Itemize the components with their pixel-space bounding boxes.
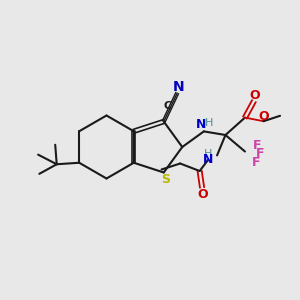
Text: S: S: [161, 172, 170, 186]
Text: F: F: [256, 147, 265, 161]
Text: N: N: [196, 118, 207, 131]
Text: F: F: [252, 155, 261, 169]
Text: N: N: [173, 80, 184, 94]
Text: N: N: [203, 153, 213, 167]
Text: F: F: [253, 139, 262, 152]
Text: O: O: [197, 188, 208, 201]
Text: C: C: [164, 101, 172, 111]
Text: H: H: [205, 118, 213, 128]
Text: H: H: [204, 149, 212, 159]
Text: O: O: [249, 89, 260, 102]
Text: O: O: [259, 110, 269, 123]
